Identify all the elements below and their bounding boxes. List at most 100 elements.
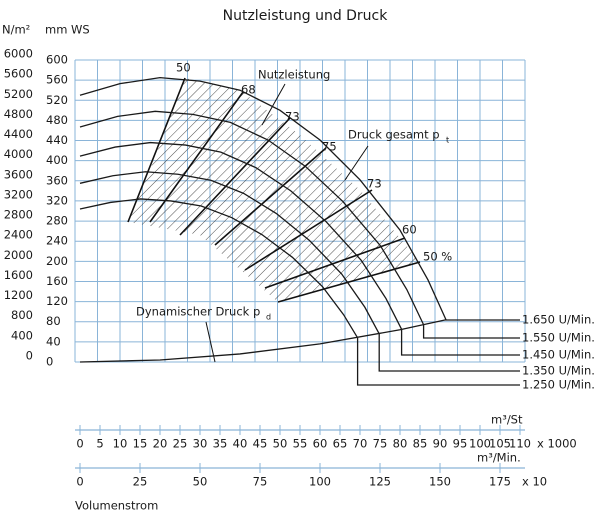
scale-label: m³/Min. — [477, 451, 521, 465]
speed-connector — [400, 329, 520, 356]
y2-tick-label: 3600 — [4, 167, 33, 181]
speed-curve — [79, 110, 425, 326]
x-tick-label: 10 — [113, 437, 128, 451]
y2-tick-label: 2000 — [4, 248, 33, 262]
x-tick-label: 55 — [293, 437, 308, 451]
x-tick-label: 15 — [133, 437, 148, 451]
x-tick-label: 60 — [313, 437, 328, 451]
subscript: t — [446, 136, 449, 145]
dynamic-pressure-label: Dynamischer Druck p — [136, 305, 260, 319]
x-tick-label: 50 — [273, 437, 288, 451]
leader — [344, 145, 369, 181]
speed-connector — [422, 324, 520, 339]
x-tick-label: 150 — [429, 475, 451, 489]
speed-connector — [378, 333, 520, 372]
x-tick-label: 20 — [153, 437, 168, 451]
efficiency-lines — [127, 77, 421, 303]
y-tick-label: 240 — [46, 234, 68, 248]
y-tick-label: 120 — [46, 294, 68, 308]
x-tick-label: 75 — [253, 475, 268, 489]
efficiency-label: 60 — [402, 223, 417, 237]
x-tick-label: 175 — [489, 475, 511, 489]
x-tick-label: 5 — [96, 437, 103, 451]
y-tick-label: 80 — [46, 314, 61, 328]
y-tick-label: 400 — [46, 153, 68, 167]
leader — [261, 83, 286, 126]
x-tick-label: 100 — [469, 437, 491, 451]
subscript: d — [266, 313, 271, 322]
y-tick-label: 360 — [46, 173, 68, 187]
y-tick-label: 480 — [46, 113, 68, 127]
x-tick-label: 90 — [433, 437, 448, 451]
x-tick-label: 85 — [413, 437, 428, 451]
y2-tick-label: 5200 — [4, 87, 33, 101]
y2-tick-label: 3200 — [4, 187, 33, 201]
x-tick-label: 65 — [333, 437, 348, 451]
speed-curve — [79, 198, 359, 339]
x-tick-label: 95 — [453, 437, 468, 451]
x-tick-label: 35 — [213, 437, 228, 451]
speed-label: 1.650 U/Min. — [522, 313, 595, 327]
y-tick-label: 0 — [46, 355, 53, 369]
y2-tick-label: 1200 — [4, 288, 33, 302]
speed-label: 1.450 U/Min. — [522, 348, 595, 362]
y-tick-label: 600 — [46, 53, 68, 67]
x-tick-label: 125 — [369, 475, 391, 489]
x-tick-label: 110 — [509, 437, 531, 451]
y-tick-label: 440 — [46, 133, 68, 147]
scale-factor: x 1000 — [537, 437, 577, 451]
x-tick-label: 100 — [309, 475, 331, 489]
speed-curve — [79, 141, 403, 330]
speed-label: 1.550 U/Min. — [522, 331, 595, 345]
y-tick-label: 200 — [46, 254, 68, 268]
y-tick-label: 40 — [46, 334, 61, 348]
efficiency-region — [128, 78, 420, 302]
x-tick-label: 75 — [373, 437, 388, 451]
speed-label: 1.250 U/Min. — [522, 378, 595, 392]
y2-tick-label: 4400 — [4, 127, 33, 141]
x-tick-label: 70 — [353, 437, 368, 451]
scale-factor: x 10 — [522, 475, 547, 489]
speed-curve — [79, 76, 447, 320]
y2-tick-label: 4800 — [4, 107, 33, 121]
y-tick-label: 520 — [46, 93, 68, 107]
y-tick-label: 320 — [46, 193, 68, 207]
y2-tick-label: 2800 — [4, 208, 33, 222]
speed-connector — [356, 337, 520, 386]
total-pressure-label: Druck gesamt p — [348, 128, 440, 142]
efficiency-label: 73 — [285, 110, 300, 124]
x-tick-label: 50 — [193, 475, 208, 489]
x-tick-label: 105 — [489, 437, 511, 451]
x-tick-label: 0 — [76, 437, 83, 451]
x-tick-label: 25 — [133, 475, 148, 489]
y2-tick-label: 2400 — [4, 228, 33, 242]
power-label: Nutzleistung — [258, 68, 330, 82]
y-axis-label: mm WS — [45, 23, 90, 37]
x-tick-label: 45 — [253, 437, 268, 451]
y2-tick-label: 0 — [26, 349, 33, 363]
scale-label: m³/St — [491, 413, 523, 427]
x-tick-label: 30 — [193, 437, 208, 451]
x-tick-label: 80 — [393, 437, 408, 451]
x-tick-label: 0 — [76, 475, 83, 489]
y2-tick-label: 4000 — [4, 147, 33, 161]
x-tick-label: 25 — [173, 437, 188, 451]
efficiency-label: 75 — [322, 140, 337, 154]
y-tick-label: 280 — [46, 214, 68, 228]
efficiency-label: 50 % — [423, 250, 452, 264]
y-tick-label: 160 — [46, 274, 68, 288]
y-tick-label: 560 — [46, 73, 68, 87]
speed-label: 1.350 U/Min. — [522, 364, 595, 378]
y2-axis-label: N/m² — [2, 23, 30, 37]
chart-title: Nutzleistung und Druck — [223, 8, 389, 24]
speed-curve — [79, 171, 380, 335]
efficiency-label: 50 — [176, 61, 191, 75]
dynamic-pressure-curve — [79, 319, 447, 363]
y2-tick-label: 6000 — [4, 47, 33, 61]
y2-tick-label: 400 — [11, 328, 33, 342]
y2-tick-label: 5600 — [4, 67, 33, 81]
x-tick-label: 40 — [233, 437, 248, 451]
efficiency-label: 73 — [367, 177, 382, 191]
